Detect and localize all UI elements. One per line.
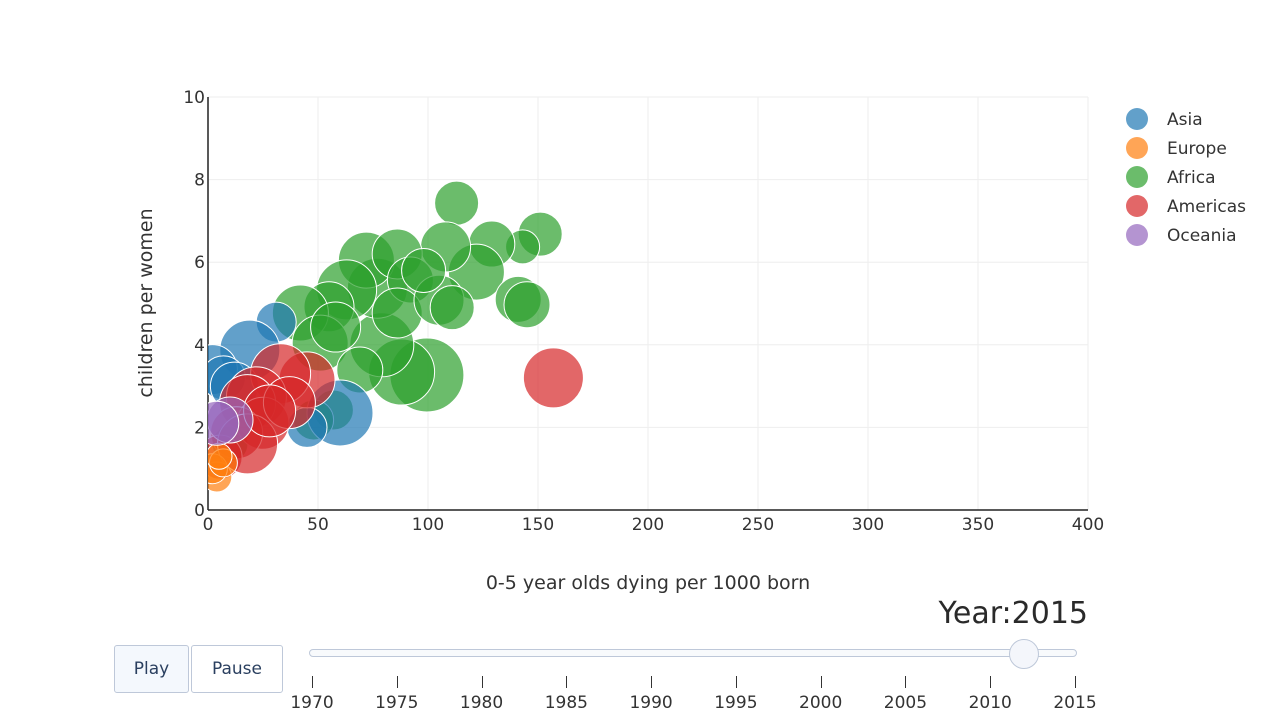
- x-tick-label: 300: [852, 515, 884, 535]
- x-tick-label: 400: [1072, 515, 1104, 535]
- x-tick-label: 200: [632, 515, 664, 535]
- y-axis-title: children per women: [135, 208, 157, 397]
- bubble-africa[interactable]: [310, 301, 362, 353]
- slider-tick: [735, 676, 737, 688]
- slider-tick-label[interactable]: 1985: [544, 693, 588, 713]
- x-tick-label: 150: [522, 515, 554, 535]
- slider-tick-label[interactable]: 1980: [459, 693, 504, 713]
- legend-label: Europe: [1167, 139, 1227, 159]
- slider-tick-label[interactable]: 1975: [375, 693, 419, 713]
- y-tick-label: 8: [194, 171, 205, 191]
- pause-button[interactable]: Pause: [191, 645, 283, 693]
- legend-label: Americas: [1167, 197, 1246, 217]
- slider-tick: [990, 676, 992, 688]
- bubble-africa[interactable]: [434, 180, 480, 226]
- current-year: 2015: [1011, 596, 1088, 631]
- y-tick-label: 10: [183, 88, 205, 108]
- legend-label: Asia: [1167, 110, 1203, 130]
- slider-tick-label[interactable]: 1970: [290, 693, 334, 713]
- y-tick-label: 4: [194, 336, 205, 356]
- slider-tick-label[interactable]: 2010: [968, 693, 1012, 713]
- bubble-africa[interactable]: [429, 285, 475, 331]
- slider-tick: [651, 676, 653, 688]
- slider-tick: [481, 676, 483, 688]
- x-tick-label: 50: [307, 515, 329, 535]
- slider-tick-label[interactable]: 2015: [1053, 693, 1097, 713]
- slider-tick-label[interactable]: 2000: [799, 693, 843, 713]
- legend-label: Oceania: [1167, 226, 1237, 246]
- year-label: Year:2015: [939, 596, 1088, 631]
- slider-tick: [905, 676, 907, 688]
- play-button[interactable]: Play: [114, 645, 189, 693]
- slider-tick: [566, 676, 568, 688]
- legend-marker-americas: [1126, 195, 1148, 217]
- x-tick-label: 100: [412, 515, 444, 535]
- y-tick-label: 0: [194, 501, 205, 521]
- year-slider-track[interactable]: [309, 649, 1077, 657]
- legend-marker-europe: [1126, 137, 1148, 159]
- slider-tick-label[interactable]: 1990: [629, 693, 673, 713]
- x-tick-label: 0: [203, 515, 214, 535]
- bubble-europe[interactable]: [206, 442, 233, 470]
- y-tick-label: 6: [194, 253, 205, 273]
- bubble-oceania[interactable]: [195, 400, 240, 446]
- x-tick-label: 250: [742, 515, 774, 535]
- y-tick-label: 2: [194, 418, 205, 438]
- year-slider-handle[interactable]: [1009, 639, 1040, 669]
- legend-marker-oceania: [1126, 224, 1148, 246]
- bubble-africa[interactable]: [503, 281, 551, 329]
- slider-tick: [1075, 676, 1076, 688]
- x-tick-label: 350: [962, 515, 994, 535]
- legend-label: Africa: [1167, 168, 1216, 188]
- x-axis-title: 0-5 year olds dying per 1000 born: [486, 572, 810, 594]
- slider-tick: [396, 676, 398, 688]
- slider-tick-label[interactable]: 1995: [714, 693, 758, 713]
- bubble-africa[interactable]: [401, 247, 447, 293]
- slider-tick: [312, 676, 313, 688]
- slider-tick: [820, 676, 822, 688]
- year-prefix: Year:: [938, 596, 1012, 631]
- legend-marker-africa: [1126, 166, 1148, 188]
- slider-tick-label[interactable]: 2005: [883, 693, 928, 713]
- bubble-americas[interactable]: [522, 347, 584, 409]
- legend-marker-asia: [1126, 108, 1148, 130]
